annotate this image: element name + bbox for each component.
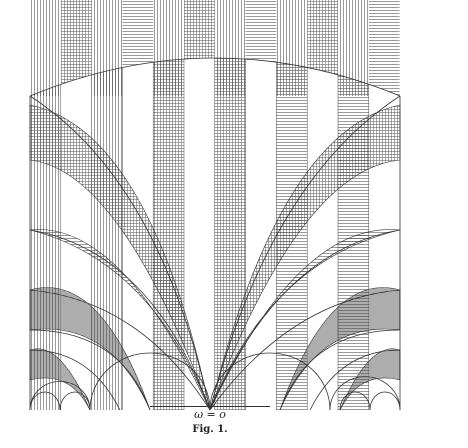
top-stripe <box>368 0 400 96</box>
fan-arc <box>209 95 401 411</box>
fan-arc <box>279 329 401 411</box>
small-scallop <box>29 391 61 411</box>
top-stripe <box>30 0 61 96</box>
top-arch <box>29 57 401 97</box>
figure-label: Fig. 1. <box>192 424 228 435</box>
bottom-scallop <box>29 381 91 411</box>
body-stripe <box>153 58 184 410</box>
small-scallop <box>369 391 401 411</box>
fan-arc <box>29 229 211 411</box>
caption-rule <box>150 406 270 407</box>
fan-arc <box>209 289 401 411</box>
fan-arc <box>29 289 211 411</box>
caption-formula: ω = o <box>194 408 226 421</box>
small-scallop <box>339 391 371 411</box>
bottom-scallop <box>89 352 211 411</box>
fan-arc <box>29 329 151 411</box>
small-scallop <box>59 391 91 411</box>
bottom-scallop <box>329 376 401 411</box>
fan-arc <box>29 349 121 411</box>
fan-arc <box>309 349 401 411</box>
bottom-scallop <box>209 352 331 411</box>
arc-lines <box>29 57 401 411</box>
fan-arc <box>209 229 401 411</box>
fan-arc <box>29 95 211 411</box>
